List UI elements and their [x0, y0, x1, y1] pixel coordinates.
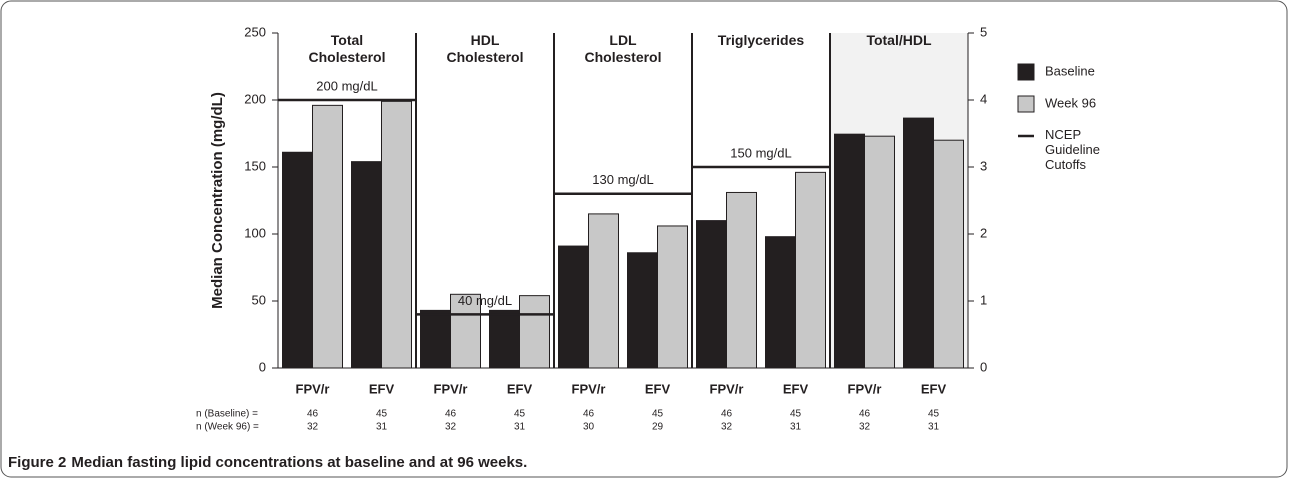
legend-label: NCEP Guideline Cutoffs	[1045, 127, 1100, 172]
bar	[558, 245, 589, 369]
bar	[726, 191, 757, 369]
bar	[519, 295, 550, 369]
n-value: 31	[514, 422, 526, 433]
n-value: 46	[307, 409, 319, 420]
caption-text: Median fasting lipid concentrations at b…	[71, 454, 527, 471]
y-tick-label: 200	[244, 91, 266, 106]
n-value: 32	[445, 422, 457, 433]
panel-title: Triglycerides	[718, 32, 805, 48]
legend-label-line: Guideline	[1045, 142, 1100, 157]
bar	[657, 225, 688, 369]
panel-title: Total/HDL	[866, 32, 932, 48]
n-value: 45	[376, 409, 388, 420]
legend-swatch	[1017, 95, 1035, 113]
n-value: 32	[307, 422, 319, 433]
x-tick-label: EFV	[369, 381, 395, 396]
n-value: 46	[445, 409, 457, 420]
n-value: 45	[790, 409, 802, 420]
panel-title-line: Cholesterol	[308, 49, 385, 65]
y2-tick-label: 4	[980, 91, 987, 106]
n-value: 46	[721, 409, 733, 420]
panel-title: LDL Cholesterol	[584, 32, 661, 65]
panel-title-line: Triglycerides	[718, 32, 805, 48]
bar	[282, 151, 313, 369]
bar	[450, 293, 481, 369]
cutoff-label: 200 mg/dL	[316, 78, 377, 93]
x-tick-label: EFV	[507, 381, 533, 396]
n-value: 29	[652, 422, 664, 433]
n-value: 32	[859, 422, 871, 433]
n-value: 31	[928, 422, 940, 433]
y2-tick-label: 0	[980, 359, 987, 374]
n-value: 45	[652, 409, 664, 420]
bar	[588, 213, 619, 369]
x-tick-label: FPV/r	[848, 381, 882, 396]
x-tick-label: FPV/r	[434, 381, 468, 396]
panel-title-line: Total	[331, 32, 363, 48]
caption-label: Figure 2	[8, 454, 66, 471]
caption: Figure 2 Median fasting lipid concentrati…	[8, 454, 527, 471]
n-value: 45	[514, 409, 526, 420]
y2-tick-label: 5	[980, 24, 987, 39]
y-tick-label: 50	[252, 292, 266, 307]
y2-tick-label: 2	[980, 225, 987, 240]
x-tick-label: FPV/r	[296, 381, 330, 396]
n-value: 30	[583, 422, 595, 433]
panel-title-line: Cholesterol	[446, 49, 523, 65]
x-tick-label: EFV	[783, 381, 809, 396]
panel-title-line: HDL	[471, 32, 500, 48]
x-tick-label: EFV	[645, 381, 671, 396]
bar	[312, 104, 343, 369]
bar	[489, 309, 520, 369]
n-row-label: n (Baseline) =	[196, 409, 258, 420]
n-row-label: n (Week 96) =	[196, 422, 259, 433]
cutoff-label: 40 mg/dL	[458, 293, 512, 308]
n-value: 31	[376, 422, 388, 433]
bar	[627, 252, 658, 369]
n-value: 46	[583, 409, 595, 420]
x-tick-label: FPV/r	[572, 381, 606, 396]
bar	[795, 171, 826, 369]
y-tick-label: 100	[244, 225, 266, 240]
panel-title-line: LDL	[609, 32, 637, 48]
bar	[351, 161, 382, 369]
bar	[696, 220, 727, 369]
n-value: 45	[928, 409, 940, 420]
bar	[933, 139, 964, 369]
bar	[864, 135, 895, 369]
n-value: 31	[790, 422, 802, 433]
n-value: 32	[721, 422, 733, 433]
bar	[834, 133, 865, 369]
n-value: 46	[859, 409, 871, 420]
y2-tick-label: 3	[980, 158, 987, 173]
y-tick-label: 250	[244, 24, 266, 39]
x-tick-label: FPV/r	[710, 381, 744, 396]
legend-label: Week 96	[1045, 95, 1096, 110]
bar	[765, 236, 796, 369]
x-tick-label: EFV	[921, 381, 947, 396]
legend-label-line: NCEP	[1045, 127, 1081, 142]
cutoff-label: 130 mg/dL	[592, 172, 653, 187]
panel-title-line: Cholesterol	[584, 49, 661, 65]
cutoff-label: 150 mg/dL	[730, 145, 791, 160]
panel-title: Total Cholesterol	[308, 32, 385, 65]
legend-label-line: Cutoffs	[1045, 157, 1086, 172]
bar	[381, 100, 412, 369]
y-axis-label: Median Concentration (mg/dL)	[209, 92, 226, 309]
y-tick-label: 0	[259, 359, 266, 374]
panel-title: HDL Cholesterol	[446, 32, 523, 65]
bar	[903, 117, 934, 369]
legend-label: Baseline	[1045, 63, 1095, 78]
y2-tick-label: 1	[980, 292, 987, 307]
panel-title-line: Total/HDL	[866, 32, 932, 48]
legend-swatch	[1017, 63, 1035, 81]
y-tick-label: 150	[244, 158, 266, 173]
bar	[420, 309, 451, 369]
